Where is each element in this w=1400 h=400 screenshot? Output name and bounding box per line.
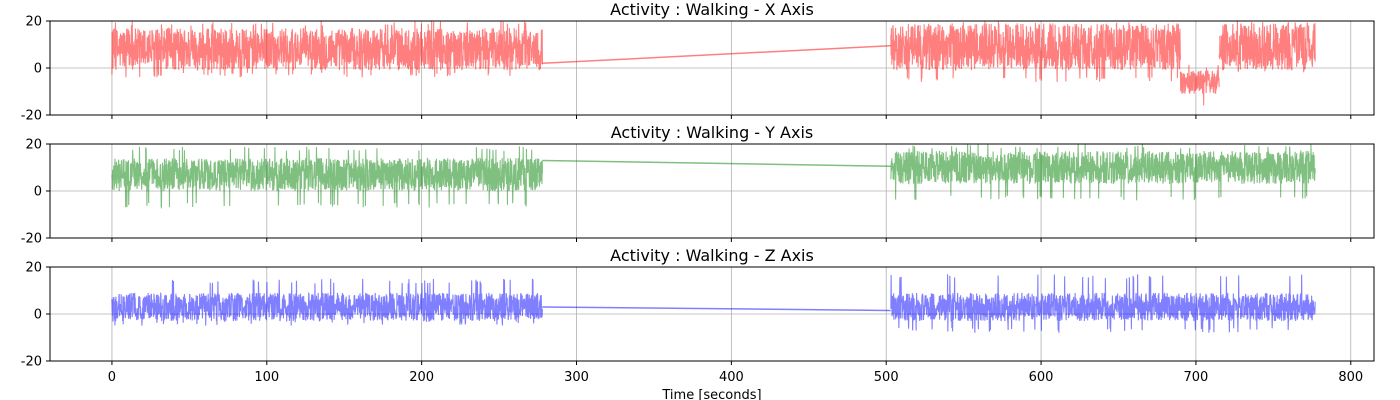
y-tick-label: 20 [25, 15, 42, 30]
x-tick-label: 700 [1184, 370, 1209, 385]
series-gap-line [542, 306, 891, 312]
x-tick-label: 600 [1029, 370, 1054, 385]
series-segment-2 [890, 144, 1316, 201]
panel-title: Activity : Walking - X Axis [610, 0, 814, 19]
panel-title: Activity : Walking - Z Axis [610, 246, 814, 265]
series-line [111, 144, 1316, 210]
series-segment-1 [111, 146, 543, 210]
y-tick-label: -20 [21, 109, 42, 124]
y-tick-label: 20 [25, 138, 42, 153]
y-tick-label: -20 [21, 355, 42, 370]
chart-panel-2: -20 0 20 Activity : Walking - Y Axis [21, 123, 1375, 247]
x-tick-label: 400 [719, 370, 744, 385]
y-tick-label: 20 [25, 261, 42, 276]
series-segment-4 [1218, 21, 1316, 73]
y-tick-label: 0 [34, 308, 42, 323]
x-tick-label: 0 [108, 370, 116, 385]
series-segment-3 [1179, 64, 1220, 106]
x-tick-label: 300 [564, 370, 589, 385]
series-line [111, 274, 1316, 333]
x-axis-label: Time [seconds] [661, 388, 761, 400]
series-segment-2 [890, 274, 1316, 333]
x-tick-label: 200 [409, 370, 434, 385]
series-segment-1 [111, 278, 543, 326]
series-segment-2 [890, 21, 1181, 83]
x-tick-label: 800 [1338, 370, 1363, 385]
series-segment-1 [111, 21, 543, 78]
x-tick-label: 100 [254, 370, 279, 385]
x-tick-label: 500 [874, 370, 899, 385]
series-gap-line [542, 159, 891, 168]
series-gap-line [542, 44, 891, 65]
y-tick-label: -20 [21, 232, 42, 247]
panel-title: Activity : Walking - Y Axis [611, 123, 813, 142]
y-tick-label: 0 [34, 185, 42, 200]
series-line [111, 21, 1316, 106]
chart-panel-1: -20 0 20 Activity : Walking - X Axis [21, 0, 1375, 124]
y-tick-label: 0 [34, 62, 42, 77]
